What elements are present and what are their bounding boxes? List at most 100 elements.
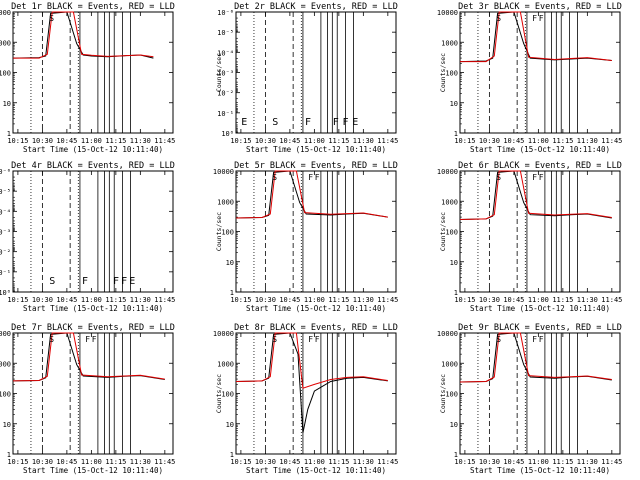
y-axis-label: Counts/sec [215,374,223,413]
x-tick-label: 11:30 [353,296,374,304]
y-tick-label: 10 [226,259,234,267]
event-letter: F [92,335,97,344]
chart-panel: Det 4r BLACK = Events, RED = LLDCounts/s… [0,161,175,313]
event-letter: S [496,14,501,23]
event-letter: F [305,117,311,128]
event-letter: S [272,335,277,344]
event-letter: F [532,14,537,23]
x-tick-label: 10:30 [255,296,276,304]
y-tick-label: 10⁻² [217,90,234,98]
x-tick-label: 11:45 [377,137,398,145]
y-tick-label: 10000 [437,9,458,17]
x-tick-label: 11:30 [130,296,151,304]
y-tick-label: 10⁻⁴ [0,208,11,216]
series-line-lld [12,332,165,382]
x-tick-label: 11:15 [328,458,349,466]
y-tick-label: 1000 [217,360,234,368]
x-tick-label: 11:30 [577,458,598,466]
plot-frame [459,11,621,134]
plot-frame [459,332,621,455]
y-tick-label: 10⁻² [0,249,11,257]
x-tick-label: 10:30 [32,296,53,304]
event-letter: F [333,117,339,128]
chart-title: Det 5r BLACK = Events, RED = LLD [234,161,398,171]
x-axis-label: Start Time (15-Oct-12 10:11:40) [23,466,163,475]
x-tick-label: 10:15 [454,296,475,304]
x-tick-label: 10:15 [230,458,251,466]
series-line-lld [235,170,388,219]
x-tick-label: 10:15 [7,458,28,466]
chart-title: Det 2r BLACK = Events, RED = LLD [234,2,398,12]
event-letter: F [539,173,544,182]
chart-panel: Det 6r BLACK = Events, RED = LLD Counts/s… [437,161,622,313]
x-tick-label: 11:45 [377,458,398,466]
event-letter: F [308,335,313,344]
event-letter: S [272,173,277,182]
y-axis-label: Counts/sec [215,53,223,92]
x-tick-label: 11:15 [105,137,126,145]
x-axis-label: Start Time (15-Oct-12 10:11:40) [246,466,386,475]
event-letter: F [539,14,544,23]
y-tick-label: 1000 [217,198,234,206]
x-tick-label: 11:45 [601,137,622,145]
x-tick-label: 11:00 [81,137,102,145]
event-letter: S [49,335,54,344]
chart-panel: Det 1r BLACK = Events, RED = LLDCounts/s… [0,2,175,154]
x-tick-label: 11:15 [328,296,349,304]
event-letter: F [308,173,313,182]
event-letter: F [121,276,127,287]
y-tick-label: 10⁰ [0,289,11,297]
x-tick-label: 11:45 [154,458,175,466]
x-tick-label: 10:45 [56,458,77,466]
y-tick-label: 10 [3,421,11,429]
x-tick-label: 10:15 [7,137,28,145]
x-tick-label: 11:45 [601,296,622,304]
x-tick-label: 10:45 [56,137,77,145]
chart-panel: Det 5r BLACK = Events, RED = LLD Counts/s… [213,161,398,313]
chart-panel: Det 3r BLACK = Events, RED = LLD Counts/s… [437,2,622,154]
x-axis-label: Start Time (15-Oct-12 10:11:40) [246,304,386,313]
x-tick-label: 10:30 [479,296,500,304]
chart-title: Det 7r BLACK = Events, RED = LLD [11,323,175,333]
plot-frame [12,332,174,455]
series-line-lld [459,170,612,220]
x-tick-label: 10:45 [279,458,300,466]
x-axis-label: Start Time (15-Oct-12 10:11:40) [470,466,610,475]
y-tick-label: 100 [0,70,11,78]
x-tick-label: 10:15 [230,296,251,304]
event-letter: F [342,117,348,128]
y-tick-label: 10000 [437,168,458,176]
x-tick-label: 11:00 [304,458,325,466]
y-tick-label: 10⁻³ [0,229,11,237]
y-tick-label: 1 [454,130,458,138]
y-tick-label: 10⁰ [221,130,234,138]
x-axis-label: Start Time (15-Oct-12 10:11:40) [23,145,163,154]
series-line-lld [459,332,612,383]
x-tick-label: 10:45 [503,137,524,145]
x-tick-label: 11:30 [577,137,598,145]
x-tick-label: 10:30 [479,458,500,466]
x-tick-label: 11:15 [552,458,573,466]
y-tick-label: 100 [445,391,458,399]
y-tick-label: 100 [445,70,458,78]
plot-frame [235,170,397,293]
y-axis-label: Counts/sec [215,212,223,251]
x-tick-label: 11:00 [81,296,102,304]
x-tick-label: 10:30 [255,458,276,466]
x-tick-label: 10:45 [279,296,300,304]
y-tick-label: 100 [0,391,11,399]
x-tick-label: 11:00 [528,458,549,466]
x-tick-label: 11:00 [304,296,325,304]
event-letter: S [272,117,278,128]
chart-title: Det 8r BLACK = Events, RED = LLD [234,323,398,333]
y-axis-label: Counts/sec [439,53,447,92]
x-tick-label: 11:45 [601,458,622,466]
y-tick-label: 1 [7,451,11,459]
y-tick-label: 100 [221,391,234,399]
y-tick-label: 1 [7,130,11,138]
x-tick-label: 10:15 [454,137,475,145]
x-tick-label: 11:30 [353,458,374,466]
x-tick-label: 11:15 [552,296,573,304]
x-tick-label: 11:00 [304,137,325,145]
